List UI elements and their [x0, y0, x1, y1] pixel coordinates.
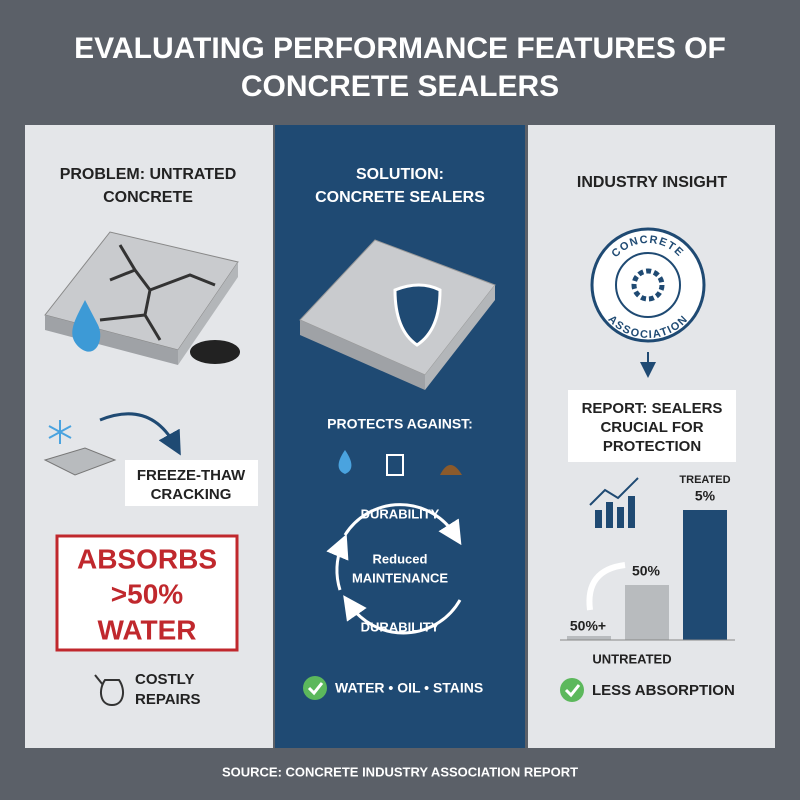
bar-label: 50%+	[570, 618, 606, 634]
bar	[683, 510, 727, 640]
bar	[625, 585, 669, 640]
report: CRUCIAL FOR	[600, 419, 703, 436]
warning-box	[55, 534, 239, 652]
heading: SOLUTION:	[356, 166, 444, 183]
report-box	[568, 390, 736, 462]
title: CONCRETE SEALERS	[241, 70, 559, 103]
cycle-arrow	[343, 503, 462, 546]
check-mark	[564, 684, 581, 698]
panel	[25, 125, 273, 748]
freeze-icon	[43, 412, 181, 476]
warning: >50%	[111, 578, 183, 609]
title: EVALUATING PERFORMANCE FEATURES OF	[74, 32, 726, 65]
cycle-label: DURABILITY	[361, 506, 440, 521]
heading: INDUSTRY INSIGHT	[577, 174, 727, 191]
callout: FREEZE-THAW	[137, 467, 246, 484]
bar-label: 5%	[695, 488, 716, 504]
callout-box	[125, 460, 258, 506]
badge-ring	[615, 252, 681, 318]
threat-icons	[338, 450, 462, 476]
benefit: LESS ABSORPTION	[592, 682, 735, 699]
benefit: WATER • OIL • STAINS	[335, 680, 483, 696]
bar-label: TREATED	[679, 474, 730, 486]
chart-icon	[589, 477, 639, 528]
cycle-label: MAINTENANCE	[352, 570, 448, 585]
note: COSTLY	[135, 671, 194, 688]
panel	[275, 125, 525, 748]
cycle-label: DURABILITY	[361, 619, 440, 634]
curved-arrow	[586, 562, 626, 611]
bar	[567, 636, 611, 640]
cracked-slab	[44, 231, 240, 365]
warning: WATER	[97, 614, 196, 645]
gear	[631, 268, 665, 302]
bar-label: 50%	[632, 563, 661, 579]
axis-label: UNTREATED	[592, 651, 671, 666]
check-mark	[307, 682, 324, 696]
sealed-slab	[299, 239, 496, 390]
report: PROTECTION	[603, 438, 701, 455]
cycle-arrow	[326, 533, 349, 591]
heading: PROBLEM: UNTRATED	[60, 166, 237, 183]
money-icon	[94, 674, 125, 707]
protects: PROTECTS AGAINST:	[327, 416, 473, 432]
heading: CONCRETE SEALERS	[315, 189, 485, 206]
check-icon	[303, 676, 327, 700]
note: REPAIRS	[135, 691, 201, 708]
heading: CONCRETE	[103, 189, 193, 206]
badge	[590, 227, 706, 343]
check-icon	[560, 678, 584, 702]
callout: CRACKING	[151, 486, 232, 503]
cycle-label: Reduced	[373, 551, 428, 566]
warning: ABSORBS	[77, 543, 217, 574]
cycle-arrow	[343, 595, 462, 635]
report: REPORT: SEALERS	[582, 400, 723, 417]
source: SOURCE: CONCRETE INDUSTRY ASSOCIATION RE…	[222, 764, 578, 779]
